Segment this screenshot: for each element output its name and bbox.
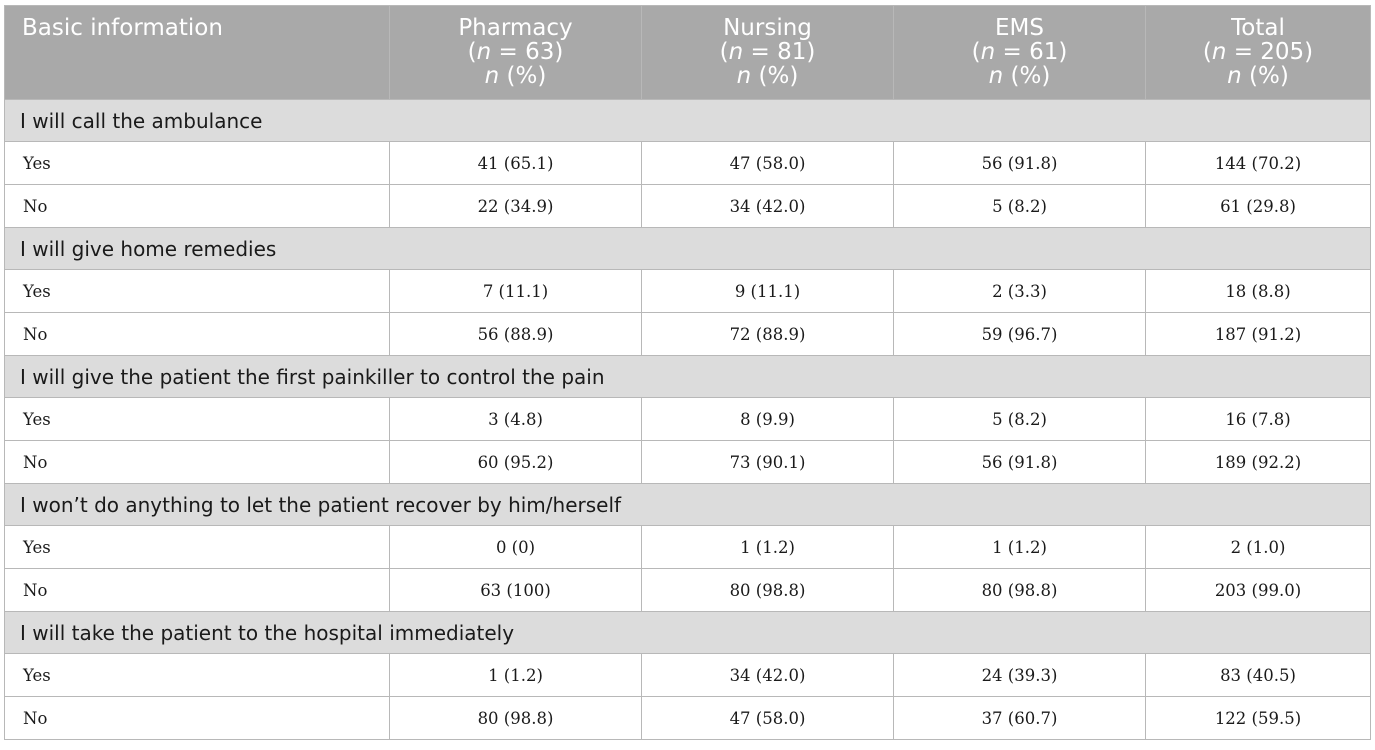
- section-row-do-nothing: I won’t do anything to let the patient r…: [4, 483, 1371, 526]
- table-row: Yes 41 (65.1) 47 (58.0) 56 (91.8) 144 (7…: [4, 141, 1371, 185]
- table-row: Yes 1 (1.2) 34 (42.0) 24 (39.3) 83 (40.5…: [4, 653, 1371, 697]
- header-group-total: Total (n = 205) n (%): [1145, 5, 1371, 100]
- cell-nursing: 80 (98.8): [641, 568, 894, 612]
- table-row: No 63 (100) 80 (98.8) 80 (98.8) 203 (99.…: [4, 568, 1371, 612]
- group-name: Total: [1231, 15, 1285, 41]
- cell-ems: 5 (8.2): [893, 397, 1146, 441]
- cell-pharmacy: 3 (4.8): [389, 397, 642, 441]
- cell-total: 203 (99.0): [1145, 568, 1371, 612]
- row-label: Yes: [4, 141, 390, 185]
- cell-nursing: 8 (9.9): [641, 397, 894, 441]
- section-title: I won’t do anything to let the patient r…: [4, 483, 1371, 526]
- cell-pharmacy: 7 (11.1): [389, 269, 642, 313]
- cell-pharmacy: 1 (1.2): [389, 653, 642, 697]
- group-name: EMS: [995, 15, 1044, 41]
- cell-ems: 56 (91.8): [893, 440, 1146, 484]
- table-row: No 56 (88.9) 72 (88.9) 59 (96.7) 187 (91…: [4, 312, 1371, 356]
- cell-pharmacy: 41 (65.1): [389, 141, 642, 185]
- cell-total: 83 (40.5): [1145, 653, 1371, 697]
- table-row: No 60 (95.2) 73 (90.1) 56 (91.8) 189 (92…: [4, 440, 1371, 484]
- section-row-hospital-immediately: I will take the patient to the hospital …: [4, 611, 1371, 654]
- cell-nursing: 47 (58.0): [641, 141, 894, 185]
- table-row: No 22 (34.9) 34 (42.0) 5 (8.2) 61 (29.8): [4, 184, 1371, 228]
- cell-nursing: 34 (42.0): [641, 184, 894, 228]
- section-row-call-ambulance: I will call the ambulance: [4, 99, 1371, 142]
- row-label: No: [4, 312, 390, 356]
- cell-total: 189 (92.2): [1145, 440, 1371, 484]
- cell-nursing: 34 (42.0): [641, 653, 894, 697]
- section-row-home-remedies: I will give home remedies: [4, 227, 1371, 270]
- group-unit: n (%): [1227, 63, 1289, 89]
- header-group-pharmacy: Pharmacy (n = 63) n (%): [389, 5, 642, 100]
- cell-ems: 80 (98.8): [893, 568, 1146, 612]
- data-table-container: Basic information Pharmacy (n = 63) n (%…: [4, 5, 1371, 740]
- responses-table: Basic information Pharmacy (n = 63) n (%…: [4, 5, 1371, 740]
- group-unit: n (%): [736, 63, 799, 89]
- cell-pharmacy: 0 (0): [389, 525, 642, 569]
- cell-total: 122 (59.5): [1145, 696, 1371, 740]
- section-row-first-painkiller: I will give the patient the first painki…: [4, 355, 1371, 398]
- group-sample-size: (n = 61): [971, 39, 1068, 65]
- cell-nursing: 47 (58.0): [641, 696, 894, 740]
- row-label: Yes: [4, 269, 390, 313]
- row-label: Yes: [4, 525, 390, 569]
- table-row: Yes 3 (4.8) 8 (9.9) 5 (8.2) 16 (7.8): [4, 397, 1371, 441]
- cell-total: 144 (70.2): [1145, 141, 1371, 185]
- section-title: I will give the patient the first painki…: [4, 355, 1371, 398]
- row-label: Yes: [4, 397, 390, 441]
- group-unit: n (%): [484, 63, 547, 89]
- section-title: I will take the patient to the hospital …: [4, 611, 1371, 654]
- cell-ems: 2 (3.3): [893, 269, 1146, 313]
- cell-ems: 56 (91.8): [893, 141, 1146, 185]
- cell-pharmacy: 60 (95.2): [389, 440, 642, 484]
- header-group-ems: EMS (n = 61) n (%): [893, 5, 1146, 100]
- cell-pharmacy: 80 (98.8): [389, 696, 642, 740]
- group-name: Nursing: [723, 15, 812, 41]
- row-label: No: [4, 440, 390, 484]
- group-sample-size: (n = 63): [467, 39, 564, 65]
- group-sample-size: (n = 81): [719, 39, 816, 65]
- table-row: Yes 0 (0) 1 (1.2) 1 (1.2) 2 (1.0): [4, 525, 1371, 569]
- cell-pharmacy: 22 (34.9): [389, 184, 642, 228]
- group-name: Pharmacy: [458, 15, 573, 41]
- table-row: Yes 7 (11.1) 9 (11.1) 2 (3.3) 18 (8.8): [4, 269, 1371, 313]
- group-sample-size: (n = 205): [1202, 39, 1314, 65]
- cell-ems: 5 (8.2): [893, 184, 1146, 228]
- cell-ems: 1 (1.2): [893, 525, 1146, 569]
- header-group-nursing: Nursing (n = 81) n (%): [641, 5, 894, 100]
- row-label: No: [4, 696, 390, 740]
- cell-ems: 24 (39.3): [893, 653, 1146, 697]
- table-row: No 80 (98.8) 47 (58.0) 37 (60.7) 122 (59…: [4, 696, 1371, 740]
- cell-total: 61 (29.8): [1145, 184, 1371, 228]
- row-label: Yes: [4, 653, 390, 697]
- cell-ems: 37 (60.7): [893, 696, 1146, 740]
- cell-total: 16 (7.8): [1145, 397, 1371, 441]
- cell-nursing: 9 (11.1): [641, 269, 894, 313]
- cell-pharmacy: 56 (88.9): [389, 312, 642, 356]
- cell-nursing: 72 (88.9): [641, 312, 894, 356]
- cell-pharmacy: 63 (100): [389, 568, 642, 612]
- section-title: I will give home remedies: [4, 227, 1371, 270]
- cell-total: 18 (8.8): [1145, 269, 1371, 313]
- row-label: No: [4, 568, 390, 612]
- cell-nursing: 73 (90.1): [641, 440, 894, 484]
- cell-nursing: 1 (1.2): [641, 525, 894, 569]
- group-unit: n (%): [988, 63, 1051, 89]
- cell-total: 2 (1.0): [1145, 525, 1371, 569]
- header-basic-information: Basic information: [4, 5, 390, 100]
- row-label: No: [4, 184, 390, 228]
- cell-ems: 59 (96.7): [893, 312, 1146, 356]
- section-title: I will call the ambulance: [4, 99, 1371, 142]
- header-row: Basic information Pharmacy (n = 63) n (%…: [4, 5, 1371, 100]
- cell-total: 187 (91.2): [1145, 312, 1371, 356]
